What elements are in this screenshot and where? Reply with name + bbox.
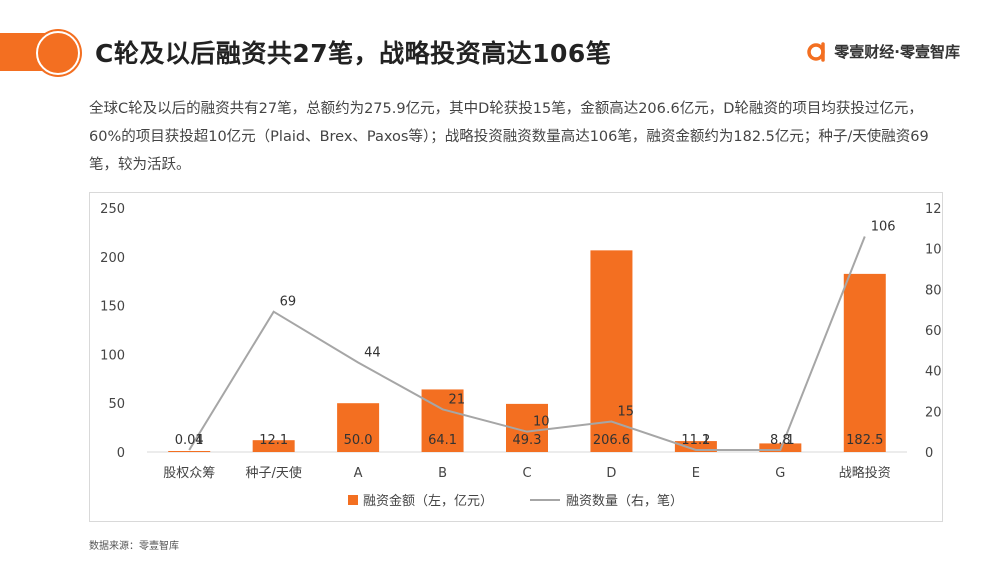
- category-label: 股权众筹: [163, 465, 215, 481]
- line-data-label: 1: [702, 433, 710, 448]
- line-data-label: 10: [533, 415, 550, 430]
- category-label: 种子/天使: [245, 465, 301, 481]
- line-data-label: 21: [449, 392, 466, 407]
- right-axis-tick-label: 120: [925, 202, 942, 217]
- brand-name: 零壹财经·零壹智库: [834, 42, 960, 61]
- category-label: G: [775, 466, 785, 481]
- brand-logo: 零壹财经·零壹智库: [806, 40, 960, 62]
- count-line-series: [188, 236, 866, 451]
- bar-series: [168, 250, 886, 452]
- bar-data-label: 50.0: [344, 433, 373, 448]
- bar-data-labels: 0.04 12.1 50.0 64.1 49.3 206.6 11.2 8.8 182.5: [175, 433, 884, 448]
- bar-data-label: 182.5: [846, 433, 883, 448]
- combo-chart: 0 50 100 150 200 250 0 20 40 60 80 100 120 0.04 12.1…: [100, 202, 950, 509]
- line-data-label: 44: [364, 346, 381, 361]
- category-label: E: [692, 466, 700, 481]
- legend-line-label: 融资数量（右，笔）: [566, 493, 683, 509]
- right-axis-tick-label: 20: [925, 405, 942, 420]
- category-label: A: [354, 466, 363, 481]
- category-label: B: [438, 466, 447, 481]
- chart-legend: 融资金额（左，亿元） 融资数量（右，笔）: [348, 493, 683, 509]
- bar: [252, 440, 295, 452]
- line-data-label: 15: [617, 405, 634, 420]
- category-label: 战略投资: [839, 465, 891, 481]
- left-axis-tick-label: 0: [117, 446, 125, 461]
- line-data-label: 106: [871, 219, 896, 234]
- chart-container: 0 50 100 150 200 250 0 20 40 60 80 100 120 0.04 12.1…: [89, 192, 950, 522]
- summary-text: 全球C轮及以后的融资共有27笔，总额约为275.9亿元，其中D轮获投15笔，金额…: [89, 101, 929, 173]
- source-note: 数据来源：零壹智库: [89, 541, 179, 552]
- bar: [421, 389, 464, 452]
- line-data-label: 69: [280, 295, 297, 310]
- right-axis-labels: 0 20 40 60 80 100 120: [925, 202, 950, 461]
- right-axis-tick-label: 100: [925, 243, 942, 258]
- right-axis-tick-label: 0: [925, 446, 933, 461]
- left-axis-tick-label: 250: [100, 202, 125, 217]
- right-axis-tick-label: 80: [925, 283, 942, 298]
- bar-data-label: 12.1: [259, 433, 288, 448]
- page-title: C轮及以后融资共27笔，战略投资高达106笔: [95, 39, 612, 68]
- left-axis-tick-label: 200: [100, 251, 125, 266]
- header-circle-icon: [36, 31, 80, 75]
- bar: [168, 451, 211, 452]
- bar-data-label: 206.6: [593, 433, 630, 448]
- left-axis-labels: 0 50 100 150 200 250: [100, 202, 125, 461]
- category-labels: 股权众筹 种子/天使 A B C D E G 战略投资: [163, 465, 891, 481]
- legend-bar-swatch: [348, 495, 358, 505]
- line-data-label: 1: [786, 433, 794, 448]
- bar-data-label: 64.1: [428, 433, 457, 448]
- line-data-labels: 1 69 44 21 10 15 1 1 106: [195, 219, 895, 448]
- bar-data-label: 8.8: [770, 433, 791, 448]
- category-label: C: [522, 466, 531, 481]
- bar: [674, 441, 717, 452]
- brand-icon: [807, 42, 826, 62]
- legend-bar-label: 融资金额（左，亿元）: [363, 493, 493, 509]
- bar: [843, 273, 886, 452]
- right-axis-tick-label: 60: [925, 324, 942, 339]
- bar-data-label: 49.3: [513, 433, 542, 448]
- bar-data-label: 11.2: [681, 433, 710, 448]
- bar: [337, 403, 380, 452]
- bar-data-label: 0.04: [175, 433, 204, 448]
- right-axis-tick-label: 40: [925, 365, 942, 380]
- left-axis-tick-label: 50: [108, 397, 125, 412]
- line-data-label: 1: [195, 433, 203, 448]
- left-axis-tick-label: 100: [100, 348, 125, 363]
- category-label: D: [606, 466, 616, 481]
- bar: [590, 250, 633, 452]
- left-axis-tick-label: 150: [100, 300, 125, 315]
